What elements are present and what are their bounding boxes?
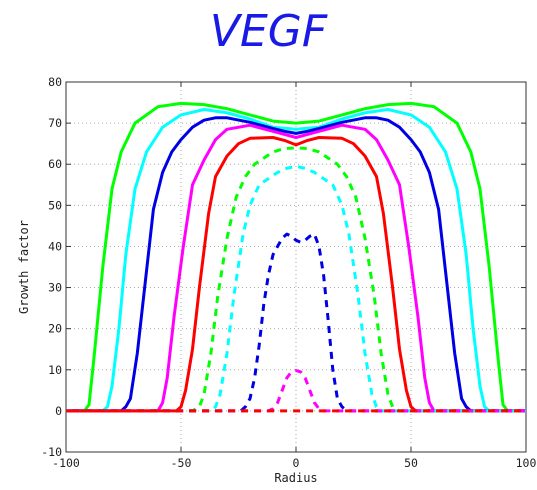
x-axis-label: Radius bbox=[274, 471, 317, 485]
y-tick-label: 60 bbox=[48, 157, 62, 171]
series-line-3-solid bbox=[66, 116, 526, 413]
y-axis-label: Growth factor bbox=[17, 220, 31, 314]
x-tick-label: -100 bbox=[52, 456, 80, 470]
y-tick-label: 10 bbox=[48, 363, 62, 377]
series-line-8-dashed bbox=[66, 232, 526, 413]
y-tick-label: 70 bbox=[48, 116, 62, 130]
x-tick-label: 0 bbox=[293, 456, 300, 470]
x-tick-label: -50 bbox=[171, 456, 192, 470]
x-tick-label: 50 bbox=[404, 456, 418, 470]
y-tick-label: 0 bbox=[55, 404, 62, 418]
series-line-9-dashed bbox=[66, 369, 526, 413]
series-line-5-solid bbox=[66, 136, 526, 413]
y-tick-label: 30 bbox=[48, 281, 62, 295]
y-tick-label: 50 bbox=[48, 198, 62, 212]
chart-title: VEGF bbox=[209, 6, 328, 57]
series-line-7-dashed bbox=[66, 164, 526, 413]
y-tick-label: -10 bbox=[41, 445, 62, 459]
series-line-2-solid bbox=[66, 108, 526, 413]
series-group bbox=[66, 101, 526, 413]
series-line-1-solid bbox=[66, 101, 526, 413]
x-tick-label: 100 bbox=[516, 456, 537, 470]
y-tick-label: 80 bbox=[48, 75, 62, 89]
y-tick-label: 20 bbox=[48, 322, 62, 336]
series-line-4-solid bbox=[66, 123, 526, 413]
y-tick-label: 40 bbox=[48, 239, 62, 253]
